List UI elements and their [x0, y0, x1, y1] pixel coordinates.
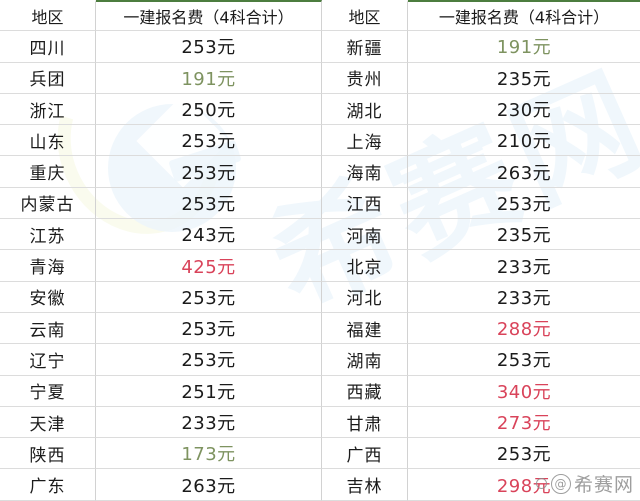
table-cell-fee: 253元 [96, 125, 322, 157]
site-watermark-label: 希赛网 [573, 474, 634, 496]
table-cell-region: 海南 [322, 156, 408, 188]
table-cell-fee: 251元 [96, 375, 322, 407]
table-cell-region: 湖北 [322, 93, 408, 126]
table-cell-fee: 235元 [408, 219, 640, 251]
table-cell-region: 河北 [322, 281, 408, 313]
table-cell-region: 辽宁 [0, 344, 96, 376]
table-cell-fee: 253元 [408, 344, 640, 376]
table-cell-fee: 253元 [96, 281, 322, 313]
table-cell-region: 四川 [0, 31, 96, 63]
table-cell-fee: 253元 [408, 187, 640, 220]
table-cell-region: 重庆 [0, 156, 96, 188]
table-cell-fee: 253元 [96, 156, 322, 188]
table-cell-region: 云南 [0, 312, 96, 345]
table-cell-fee: 253元 [96, 187, 322, 220]
table-cell-region: 宁夏 [0, 375, 96, 407]
table-cell-region: 陕西 [0, 438, 96, 470]
table-cell-region: 吉林 [322, 469, 408, 501]
table-cell-fee: 243元 [96, 219, 322, 251]
table-cell-region: 贵州 [322, 62, 408, 94]
table-cell-fee: 230元 [408, 93, 640, 126]
table-cell-fee: 263元 [408, 156, 640, 188]
table-cell-region: 北京 [322, 250, 408, 282]
table-cell-region: 湖南 [322, 344, 408, 376]
table-header-fee-left: 一建报名费（4科合计） [96, 0, 322, 32]
table-cell-region: 新疆 [322, 31, 408, 63]
site-watermark: @ 希赛网 [535, 470, 634, 497]
table-cell-fee: 425元 [96, 250, 322, 282]
table-cell-region: 西藏 [322, 375, 408, 407]
table-cell-region: 江苏 [0, 219, 96, 251]
table-cell-region: 安徽 [0, 281, 96, 313]
table-cell-region: 兵团 [0, 62, 96, 94]
table-cell-region: 甘肃 [322, 406, 408, 439]
at-sign-icon: @ [550, 473, 571, 494]
table-cell-fee: 191元 [408, 31, 640, 63]
table-cell-fee: 253元 [408, 438, 640, 470]
table-cell-fee: 250元 [96, 93, 322, 126]
table-cell-region: 青海 [0, 250, 96, 282]
table-header-fee-right: 一建报名费（4科合计） [408, 0, 640, 32]
table-cell-region: 天津 [0, 406, 96, 439]
table-cell-region: 浙江 [0, 93, 96, 126]
table-cell-fee: 235元 [408, 62, 640, 94]
table-cell-region: 内蒙古 [0, 187, 96, 220]
table-cell-fee: 210元 [408, 125, 640, 157]
table-cell-fee: 253元 [96, 344, 322, 376]
table-cell-fee: 253元 [96, 31, 322, 63]
table-cell-fee: 191元 [96, 62, 322, 94]
table-cell-fee: 173元 [96, 438, 322, 470]
table-cell-fee: 288元 [408, 312, 640, 345]
table-cell-fee: 298元 [408, 469, 640, 501]
table-cell-region: 福建 [322, 312, 408, 345]
table-header-region-right: 地区 [322, 0, 408, 32]
table-cell-region: 江西 [322, 187, 408, 220]
table-cell-fee: 233元 [96, 406, 322, 439]
table-cell-region: 广东 [0, 469, 96, 501]
table-cell-region: 广西 [322, 438, 408, 470]
table-cell-fee: 253元 [96, 312, 322, 345]
table-header-region-left: 地区 [0, 0, 96, 32]
watermark-dot-icon [535, 478, 547, 489]
table-cell-region: 河南 [322, 219, 408, 251]
table-cell-region: 上海 [322, 125, 408, 157]
table-cell-fee: 263元 [96, 469, 322, 501]
table-cell-fee: 273元 [408, 406, 640, 439]
table-cell-fee: 233元 [408, 250, 640, 282]
table-cell-fee: 340元 [408, 375, 640, 407]
table-cell-fee: 233元 [408, 281, 640, 313]
table-cell-region: 山东 [0, 125, 96, 157]
